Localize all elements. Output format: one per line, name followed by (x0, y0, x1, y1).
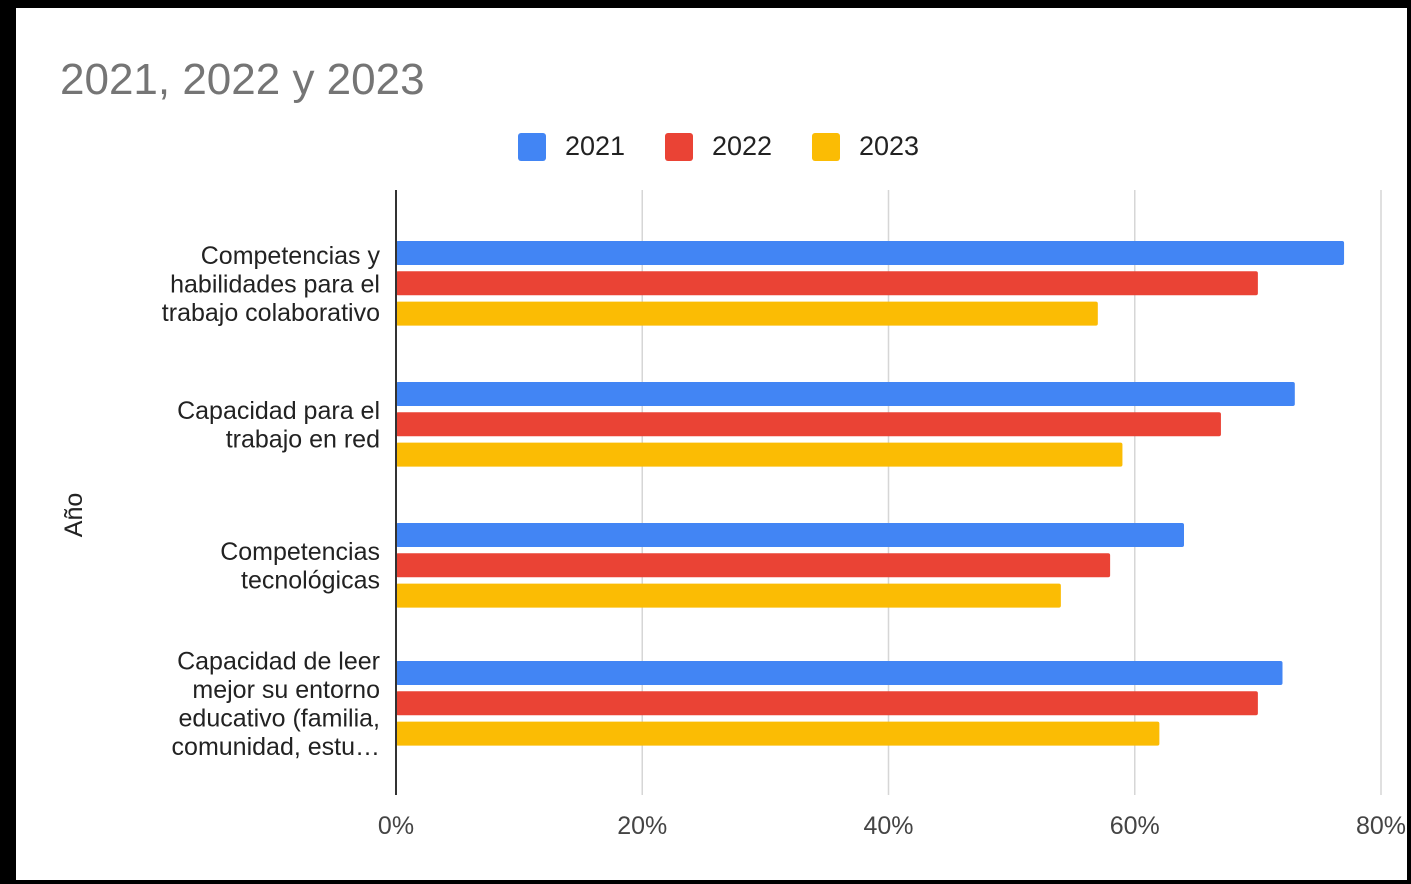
x-tick-label: 40% (863, 812, 913, 840)
bar-2021-0 (396, 241, 1345, 265)
bar-2021-1 (396, 382, 1295, 406)
category-label: Capacidad para el trabajo en red (177, 397, 380, 454)
bar-2022-1 (396, 412, 1221, 437)
category-labels: Competencias y habilidades para el trabajo… (162, 242, 381, 761)
legend: 2021 2022 2023 (518, 131, 919, 161)
bar-2023-3 (396, 721, 1160, 746)
x-tick-label: 0% (378, 812, 414, 840)
category-label: Competencias tecnológicas (220, 538, 380, 595)
category-label: Competencias y habilidades para el trabajo… (162, 242, 381, 327)
legend-label: 2023 (859, 131, 919, 161)
x-tick-label: 60% (1110, 812, 1160, 840)
bars (396, 241, 1345, 746)
bar-2022-2 (396, 553, 1111, 578)
legend-item-2022: 2022 (665, 131, 772, 161)
category-label: Capacidad de leer mejor su entorno educati… (172, 648, 380, 762)
legend-item-2023: 2023 (812, 131, 919, 161)
bar-2023-2 (396, 583, 1061, 608)
legend-label: 2021 (565, 131, 625, 161)
bar-2021-3 (396, 661, 1283, 685)
legend-swatch (665, 133, 693, 161)
legend-swatch (812, 133, 840, 161)
bar-2021-2 (396, 523, 1184, 547)
legend-label: 2022 (712, 131, 772, 161)
bar-2022-0 (396, 271, 1258, 296)
x-tick-label: 20% (617, 812, 667, 840)
chart-title: 2021, 2022 y 2023 (60, 55, 425, 104)
x-tick-label: 80% (1356, 812, 1406, 840)
legend-swatch (518, 133, 546, 161)
bar-2023-0 (396, 301, 1098, 326)
legend-item-2021: 2021 (518, 131, 625, 161)
bar-2023-1 (396, 442, 1123, 467)
bar-2022-3 (396, 691, 1258, 716)
x-tick-labels: 0% 20% 40% 60% 80% (378, 812, 1406, 840)
y-axis-title: Año (60, 493, 88, 537)
